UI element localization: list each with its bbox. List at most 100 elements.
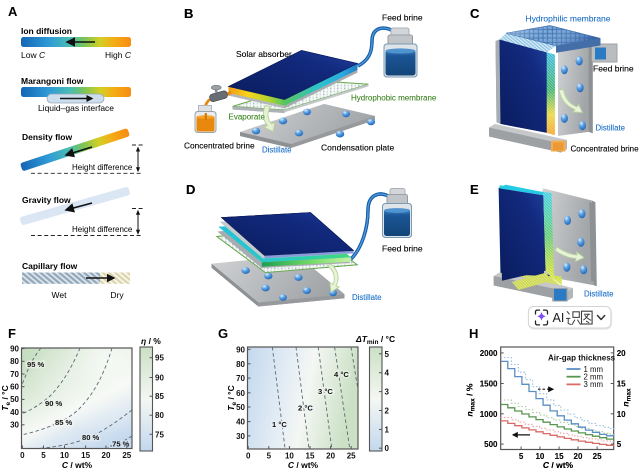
- svg-text:20: 20: [326, 452, 335, 461]
- svg-text:90: 90: [236, 345, 245, 354]
- svg-text:Condensation plate: Condensation plate: [321, 143, 395, 153]
- svg-text:15: 15: [306, 452, 315, 461]
- svg-text:Hydrophobic membrane: Hydrophobic membrane: [351, 94, 437, 103]
- svg-text:Density flow: Density flow: [22, 132, 72, 142]
- svg-text:ΔTmin / °C: ΔTmin / °C: [355, 334, 395, 346]
- svg-text:80: 80: [155, 411, 164, 420]
- svg-text:Dry: Dry: [110, 290, 124, 300]
- svg-text:Feed brine: Feed brine: [382, 13, 423, 23]
- svg-text:70: 70: [236, 374, 245, 383]
- svg-text:A: A: [8, 4, 18, 19]
- svg-text:50: 50: [10, 395, 19, 404]
- svg-text:2 mm: 2 mm: [584, 373, 604, 382]
- svg-text:Concentrated brine: Concentrated brine: [571, 145, 640, 154]
- svg-text:0: 0: [20, 451, 25, 460]
- svg-text:2: 2: [385, 407, 390, 416]
- svg-text:30: 30: [10, 421, 19, 430]
- svg-text:5: 5: [385, 350, 390, 359]
- svg-text:Distillate: Distillate: [262, 146, 291, 155]
- svg-text:40: 40: [10, 408, 19, 417]
- svg-text:C: C: [470, 6, 480, 21]
- svg-text:3 mm: 3 mm: [584, 380, 604, 389]
- svg-text:75: 75: [155, 430, 164, 439]
- svg-text:Evaporate: Evaporate: [229, 113, 266, 122]
- svg-text:Evaporate: Evaporate: [229, 113, 266, 122]
- svg-text:Height difference: Height difference: [72, 225, 133, 234]
- svg-text:Distillate: Distillate: [596, 124, 625, 133]
- svg-text:Gravity flow: Gravity flow: [22, 195, 71, 205]
- svg-text:20: 20: [102, 451, 111, 460]
- svg-text:90: 90: [155, 374, 164, 383]
- svg-text:B: B: [184, 6, 193, 21]
- svg-text:η / %: η / %: [141, 336, 161, 346]
- svg-text:C: C: [470, 6, 480, 21]
- svg-text:500: 500: [484, 440, 498, 449]
- svg-text:5: 5: [617, 440, 622, 449]
- svg-text:25: 25: [122, 451, 131, 460]
- svg-text:10: 10: [535, 452, 544, 461]
- svg-text:nmax: nmax: [621, 388, 633, 407]
- svg-text:70: 70: [10, 370, 19, 379]
- svg-text:Distillate: Distillate: [352, 293, 381, 302]
- svg-text:nmax: nmax: [621, 388, 633, 407]
- svg-text:1 mm: 1 mm: [584, 365, 604, 374]
- svg-text:90 %: 90 %: [45, 399, 63, 408]
- svg-text:25: 25: [593, 452, 602, 461]
- svg-text:Feed brine: Feed brine: [593, 64, 634, 74]
- svg-text:90: 90: [10, 344, 19, 353]
- svg-text:E: E: [470, 182, 479, 197]
- svg-text:Ion diffusion: Ion diffusion: [21, 26, 72, 36]
- svg-text:15: 15: [617, 380, 626, 389]
- svg-text:.75 %: .75 %: [110, 440, 130, 449]
- svg-text:80: 80: [10, 357, 19, 366]
- svg-text:C / wt%: C / wt%: [543, 460, 574, 470]
- svg-text:500: 500: [484, 440, 498, 449]
- svg-text:Concentrated brine: Concentrated brine: [571, 145, 640, 154]
- svg-text:15: 15: [555, 452, 564, 461]
- svg-text:60: 60: [236, 389, 245, 398]
- svg-text:B: B: [184, 6, 193, 21]
- svg-text:80: 80: [236, 360, 245, 369]
- svg-text:Hydrophilic membrane: Hydrophilic membrane: [525, 14, 610, 24]
- svg-text:1000: 1000: [480, 410, 498, 419]
- svg-text:20: 20: [574, 452, 583, 461]
- svg-text:Liquid–gas interface: Liquid–gas interface: [38, 103, 114, 113]
- svg-text:Distillate: Distillate: [584, 290, 613, 299]
- svg-text:Distillate: Distillate: [596, 124, 625, 133]
- svg-text:85: 85: [155, 392, 164, 401]
- svg-text:15: 15: [81, 451, 90, 460]
- svg-text:Feed brine: Feed brine: [593, 64, 634, 74]
- svg-text:4: 4: [385, 369, 390, 378]
- svg-text:Concentrated brine: Concentrated brine: [184, 141, 255, 151]
- svg-text:C / wt%: C / wt%: [543, 460, 574, 470]
- svg-text:10: 10: [617, 410, 626, 419]
- svg-text:5: 5: [267, 452, 272, 461]
- svg-text:G: G: [218, 326, 228, 341]
- svg-text:Solar absorber: Solar absorber: [236, 49, 292, 59]
- svg-text:Marangoni flow: Marangoni flow: [21, 76, 84, 86]
- svg-text:25: 25: [593, 452, 602, 461]
- svg-text:10: 10: [535, 452, 544, 461]
- svg-text:Hydrophobic membrane: Hydrophobic membrane: [351, 94, 437, 103]
- svg-text:D: D: [186, 182, 195, 197]
- svg-text:1 °C: 1 °C: [272, 420, 287, 429]
- svg-text:20: 20: [617, 349, 626, 358]
- svg-text:20: 20: [574, 452, 583, 461]
- svg-text:Solar absorber: Solar absorber: [236, 49, 292, 59]
- svg-text:Feed brine: Feed brine: [382, 244, 423, 254]
- svg-text:Hydrophilic membrane: Hydrophilic membrane: [525, 14, 610, 24]
- svg-text:nmax / %: nmax / %: [465, 383, 477, 416]
- svg-text:AI: AI: [553, 311, 565, 325]
- svg-text:Feed brine: Feed brine: [382, 244, 423, 254]
- svg-text:15: 15: [555, 452, 564, 461]
- svg-text:Concentrated brine: Concentrated brine: [184, 141, 255, 151]
- svg-text:5: 5: [519, 452, 524, 461]
- svg-text:95: 95: [155, 354, 164, 363]
- svg-text:Condensation plate: Condensation plate: [321, 143, 395, 153]
- svg-text:2000: 2000: [480, 349, 498, 358]
- svg-text:0: 0: [246, 452, 251, 461]
- svg-text:C / wt%: C / wt%: [62, 460, 93, 470]
- svg-text:Capillary flow: Capillary flow: [22, 261, 78, 271]
- svg-text:5: 5: [41, 451, 46, 460]
- svg-text:Distillate: Distillate: [262, 146, 291, 155]
